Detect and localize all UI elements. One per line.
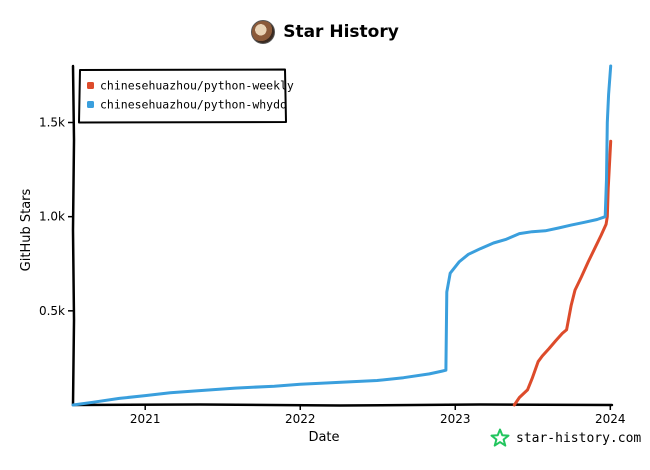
x-axis-title: Date [308,430,339,445]
x-tick-label: 2023 [440,412,471,426]
x-tick-label: 2024 [595,412,626,426]
star-logo-icon [490,428,510,447]
owl-avatar-icon [251,20,276,44]
footer-text: star-history.com [516,430,642,446]
chart-series [71,64,613,407]
series-line-python-weekly [512,139,613,407]
chart-title: Star History [283,22,399,42]
x-tick-label: 2022 [285,412,316,426]
legend-label-python-whydo: chinesehuazhou/python-whydo [100,98,287,112]
chart-axes [71,64,614,407]
chart-header: Star History [0,18,650,46]
x-tick-label: 2021 [130,412,161,426]
legend-label-python-weekly: chinesehuazhou/python-weekly [100,79,294,93]
y-axis-title: GitHub Stars [19,188,34,271]
y-axis-line [71,64,76,407]
series-line-python-whydo [71,64,613,407]
chart-ticks: 2021 2022 2023 2024 0.5k 1.0k 1.5k [39,116,626,427]
legend-swatch-python-whydo [87,101,94,108]
y-tick-label: 1.0k [39,210,65,224]
footer-brand[interactable]: star-history.com [490,428,641,448]
y-tick-label: 0.5k [39,304,65,318]
chart-legend: chinesehuazhou/python-weekly chinesehuaz… [78,68,294,124]
y-tick-label: 1.5k [39,116,65,130]
legend-box [78,68,287,124]
legend-swatch-python-weekly [87,82,94,89]
x-axis-line [71,403,614,407]
